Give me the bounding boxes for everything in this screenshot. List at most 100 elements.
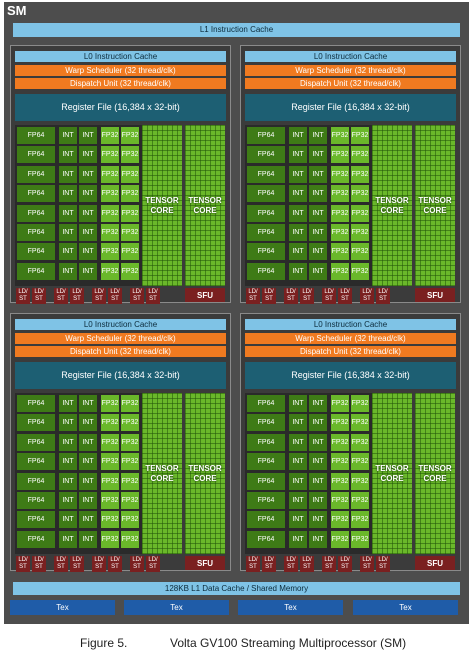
int-unit: INT xyxy=(289,166,307,183)
ld-st-label: LD/ST xyxy=(148,289,157,303)
ld-st-label-line2: ST xyxy=(303,296,311,302)
int-unit: INT xyxy=(79,395,97,412)
int-unit: INT xyxy=(309,224,327,241)
fp32-unit: FP32 xyxy=(331,511,349,528)
fp32-unit: FP32 xyxy=(331,146,349,163)
ld-st-label-line2: ST xyxy=(341,296,349,302)
ld-st-unit: LD/ST xyxy=(32,556,46,572)
ld-st-label-line1: LD/ xyxy=(324,557,334,563)
ld-st-label-line2: ST xyxy=(111,296,119,302)
fp32-unit: FP32 xyxy=(101,453,119,470)
l1-data-cache-shared-memory: 128KB L1 Data Cache / Shared Memory xyxy=(13,582,460,595)
fp32-unit: FP32 xyxy=(351,434,369,451)
ld-st-label-line2: ST xyxy=(363,296,371,302)
ld-st-label-line2: ST xyxy=(287,564,295,570)
tex-unit-4: Tex xyxy=(353,600,458,615)
l0-instruction-cache: L0 Instruction Cache xyxy=(15,51,226,62)
ld-st-unit: LD/ST xyxy=(70,288,84,304)
int-unit: INT xyxy=(79,185,97,202)
int-unit: INT xyxy=(79,224,97,241)
int-unit: INT xyxy=(309,511,327,528)
tensor-core-label: TENSOR CORE xyxy=(418,464,451,484)
ld-st-unit: LD/ST xyxy=(338,556,352,572)
int-unit: INT xyxy=(289,205,307,222)
ld-st-label-line1: LD/ xyxy=(362,289,372,295)
fp32-unit: FP32 xyxy=(331,473,349,490)
fp32-unit: FP32 xyxy=(121,185,139,202)
int-unit: INT xyxy=(79,205,97,222)
fp64-unit: FP64 xyxy=(17,127,55,144)
tensor-core-label-line2: CORE xyxy=(423,205,447,215)
tensor-core-label-line1: TENSOR xyxy=(188,195,222,205)
ld-st-label-line2: ST xyxy=(379,564,387,570)
ld-st-label: LD/ST xyxy=(302,289,311,303)
int-unit: INT xyxy=(79,531,97,548)
sfu-unit: SFU xyxy=(185,288,225,302)
ld-st-label: LD/ST xyxy=(56,289,65,303)
ld-st-label-line1: LD/ xyxy=(132,557,142,563)
ld-st-unit: LD/ST xyxy=(338,288,352,304)
fp32-unit: FP32 xyxy=(101,263,119,280)
register-file: Register File (16,384 x 32-bit) xyxy=(245,362,456,389)
tensor-core-label-line2: CORE xyxy=(150,473,174,483)
ld-st-label-line1: LD/ xyxy=(110,557,120,563)
int-unit: INT xyxy=(289,434,307,451)
ld-st-unit: LD/ST xyxy=(360,556,374,572)
ld-st-label-line1: LD/ xyxy=(148,289,158,295)
ld-st-label: LD/ST xyxy=(132,557,141,571)
tensor-core-label: TENSOR CORE xyxy=(375,464,408,484)
int-unit: INT xyxy=(289,492,307,509)
ld-st-label-line1: LD/ xyxy=(56,557,66,563)
fp32-unit: FP32 xyxy=(101,531,119,548)
ld-st-label-line2: ST xyxy=(149,564,157,570)
ld-st-label-line1: LD/ xyxy=(94,557,104,563)
ld-st-unit: LD/ST xyxy=(92,556,106,572)
int-unit: INT xyxy=(309,492,327,509)
sfu-unit: SFU xyxy=(185,556,225,570)
int-unit: INT xyxy=(59,185,77,202)
ld-st-label: LD/ST xyxy=(302,557,311,571)
tensor-core-label-line2: CORE xyxy=(380,473,404,483)
tensor-core-label: TENSOR CORE xyxy=(188,196,221,216)
ld-st-label-line2: ST xyxy=(133,296,141,302)
ld-st-label: LD/ST xyxy=(72,289,81,303)
int-unit: INT xyxy=(59,205,77,222)
fp64-unit: FP64 xyxy=(17,166,55,183)
ld-st-unit: LD/ST xyxy=(130,556,144,572)
fp64-unit: FP64 xyxy=(17,243,55,260)
ld-st-label-line2: ST xyxy=(325,296,333,302)
warp-scheduler: Warp Scheduler (32 thread/clk) xyxy=(245,333,456,344)
int-unit: INT xyxy=(309,473,327,490)
dispatch-unit: Dispatch Unit (32 thread/clk) xyxy=(15,346,226,357)
fp32-unit: FP32 xyxy=(121,146,139,163)
int-unit: INT xyxy=(59,395,77,412)
fp64-unit: FP64 xyxy=(247,414,285,431)
fp32-unit: FP32 xyxy=(121,166,139,183)
fp32-unit: FP32 xyxy=(121,511,139,528)
ld-st-label: LD/ST xyxy=(340,289,349,303)
fp32-unit: FP32 xyxy=(351,205,369,222)
ld-st-label-line1: LD/ xyxy=(72,289,82,295)
ld-st-label: LD/ST xyxy=(148,557,157,571)
int-unit: INT xyxy=(309,205,327,222)
ld-st-label: LD/ST xyxy=(94,557,103,571)
ld-st-label: LD/ST xyxy=(378,289,387,303)
ld-st-label-line2: ST xyxy=(265,564,273,570)
ld-st-label: LD/ST xyxy=(286,557,295,571)
fp32-unit: FP32 xyxy=(351,166,369,183)
ld-st-label-line1: LD/ xyxy=(264,289,274,295)
ld-st-label: LD/ST xyxy=(286,289,295,303)
fp64-unit: FP64 xyxy=(17,205,55,222)
fp64-unit: FP64 xyxy=(247,146,285,163)
l0-instruction-cache: L0 Instruction Cache xyxy=(15,319,226,330)
int-unit: INT xyxy=(59,127,77,144)
fp32-unit: FP32 xyxy=(351,414,369,431)
int-unit: INT xyxy=(289,511,307,528)
dispatch-unit: Dispatch Unit (32 thread/clk) xyxy=(245,346,456,357)
dispatch-unit: Dispatch Unit (32 thread/clk) xyxy=(15,78,226,89)
fp32-unit: FP32 xyxy=(331,263,349,280)
processing-block-4: L0 Instruction Cache Warp Scheduler (32 t… xyxy=(240,313,461,572)
int-unit: INT xyxy=(59,492,77,509)
fp64-unit: FP64 xyxy=(247,127,285,144)
int-unit: INT xyxy=(309,414,327,431)
